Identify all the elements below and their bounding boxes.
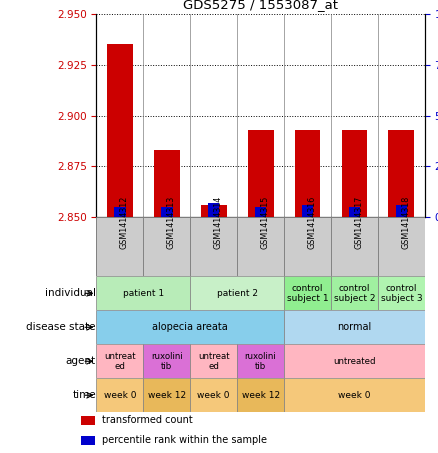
- Bar: [154, 150, 180, 217]
- Bar: [396, 205, 407, 217]
- Bar: [284, 276, 331, 310]
- Bar: [284, 378, 425, 412]
- Bar: [96, 378, 143, 412]
- Bar: [378, 217, 425, 276]
- Text: normal: normal: [337, 322, 371, 333]
- Text: patient 1: patient 1: [123, 289, 164, 298]
- Text: week 12: week 12: [241, 391, 280, 400]
- Text: GSM1414318: GSM1414318: [401, 196, 410, 249]
- Bar: [237, 217, 284, 276]
- Bar: [81, 416, 95, 425]
- Bar: [107, 44, 133, 217]
- Text: ruxolini
tib: ruxolini tib: [151, 352, 183, 371]
- Bar: [237, 378, 284, 412]
- Text: GSM1414314: GSM1414314: [214, 196, 223, 249]
- Bar: [378, 276, 425, 310]
- Text: GSM1414317: GSM1414317: [354, 195, 364, 249]
- Text: patient 2: patient 2: [217, 289, 258, 298]
- Text: GSM1414316: GSM1414316: [307, 196, 317, 249]
- Text: untreat
ed: untreat ed: [198, 352, 230, 371]
- Bar: [284, 344, 425, 378]
- Bar: [161, 207, 173, 217]
- Bar: [190, 344, 237, 378]
- Text: control
subject 3: control subject 3: [381, 284, 422, 303]
- Bar: [143, 217, 190, 276]
- Bar: [96, 310, 284, 344]
- Text: untreat
ed: untreat ed: [104, 352, 136, 371]
- Text: individual: individual: [45, 288, 96, 299]
- Text: GSM1414315: GSM1414315: [261, 195, 270, 249]
- Bar: [284, 217, 331, 276]
- Text: week 12: week 12: [148, 391, 186, 400]
- Bar: [96, 276, 190, 310]
- Bar: [114, 207, 126, 217]
- Text: GSM1414312: GSM1414312: [120, 195, 129, 249]
- Text: control
subject 1: control subject 1: [287, 284, 328, 303]
- Bar: [201, 205, 226, 217]
- Text: week 0: week 0: [198, 391, 230, 400]
- Text: ruxolini
tib: ruxolini tib: [245, 352, 276, 371]
- Text: week 0: week 0: [338, 391, 371, 400]
- Bar: [349, 207, 360, 217]
- Text: alopecia areata: alopecia areata: [152, 322, 228, 333]
- Bar: [302, 205, 313, 217]
- Text: percentile rank within the sample: percentile rank within the sample: [102, 435, 268, 445]
- Text: disease state: disease state: [26, 322, 96, 333]
- Bar: [190, 378, 237, 412]
- Bar: [96, 217, 143, 276]
- Bar: [190, 276, 284, 310]
- Text: time: time: [72, 390, 96, 400]
- Bar: [96, 344, 143, 378]
- Title: GDS5275 / 1553087_at: GDS5275 / 1553087_at: [183, 0, 338, 11]
- Bar: [342, 130, 367, 217]
- Bar: [255, 207, 266, 217]
- Bar: [248, 130, 273, 217]
- Bar: [143, 378, 190, 412]
- Bar: [190, 217, 237, 276]
- Text: week 0: week 0: [103, 391, 136, 400]
- Text: agent: agent: [66, 356, 96, 366]
- Text: GSM1414313: GSM1414313: [167, 196, 176, 249]
- Text: control
subject 2: control subject 2: [334, 284, 375, 303]
- Bar: [237, 344, 284, 378]
- Bar: [331, 276, 378, 310]
- Bar: [284, 310, 425, 344]
- Bar: [331, 217, 378, 276]
- Text: transformed count: transformed count: [102, 415, 193, 425]
- Bar: [208, 203, 219, 217]
- Bar: [389, 130, 414, 217]
- Bar: [81, 436, 95, 445]
- Text: untreated: untreated: [333, 357, 376, 366]
- Bar: [143, 344, 190, 378]
- Bar: [295, 130, 321, 217]
